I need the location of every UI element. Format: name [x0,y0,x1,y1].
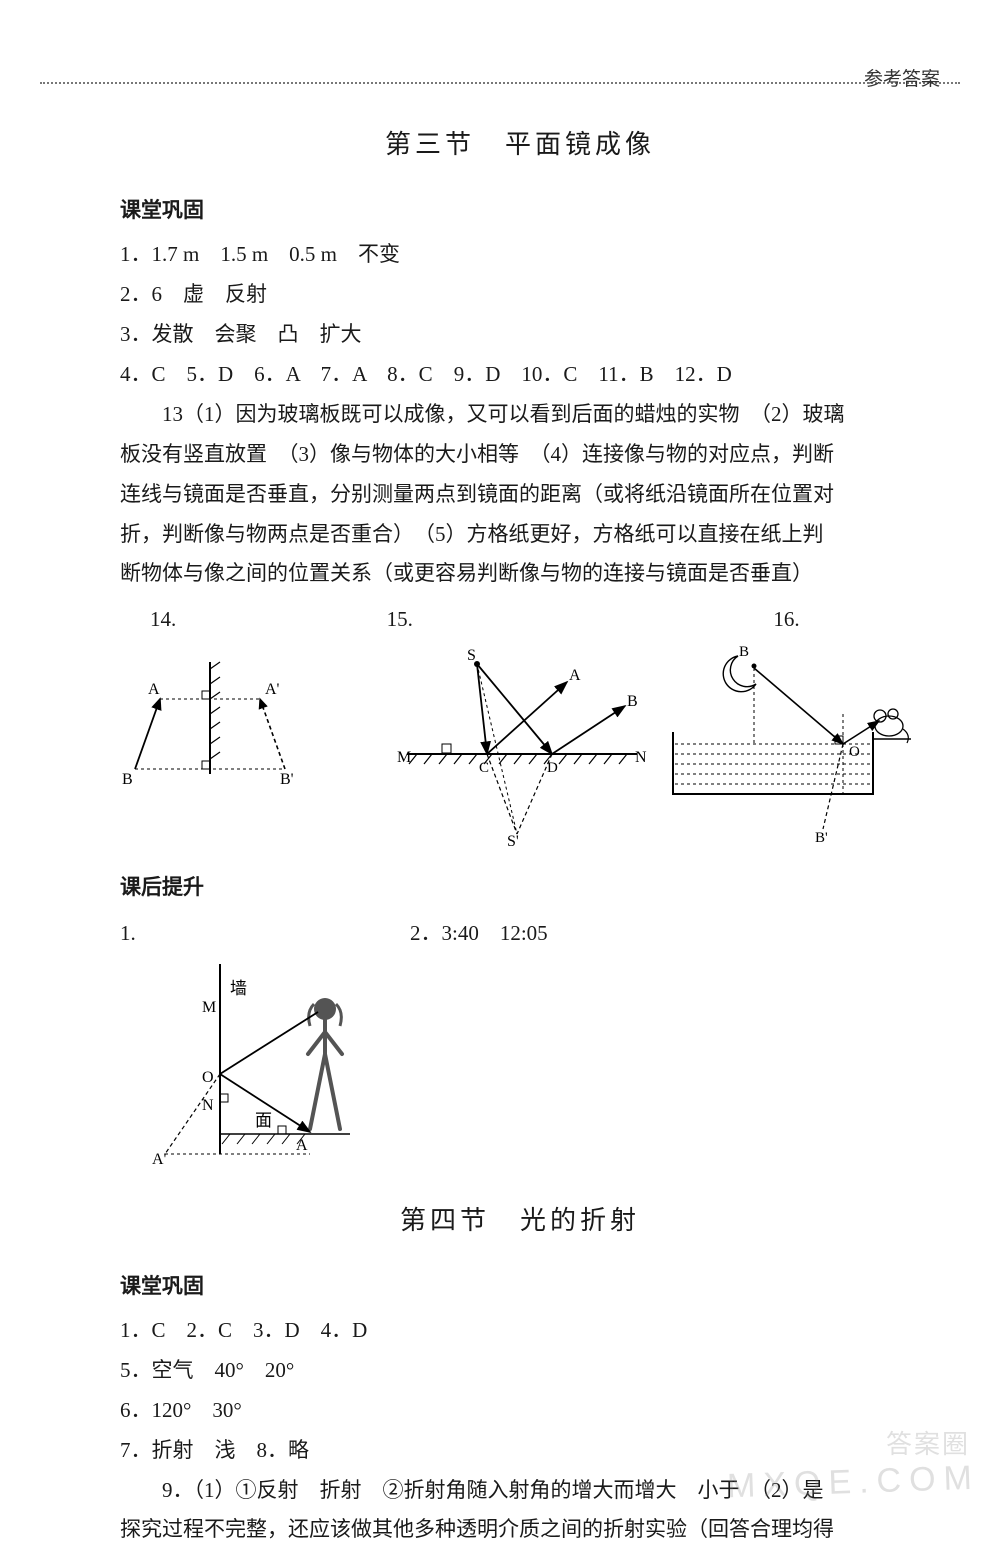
lbl-Ap1: A' [152,1151,167,1168]
section4-sub1: 课堂巩固 [120,1267,920,1307]
lbl-M1: M [202,999,216,1016]
wall-lbl: 墙 [230,979,247,998]
s3-q1: 1．1.7 m 1.5 m 0.5 m 不变 [120,235,920,275]
lbl-D: D [547,760,558,776]
s3-q3: 3．发散 会聚 凸 扩大 [120,315,920,355]
fig15-cell: 15. [387,600,654,858]
lbl-A15: A [569,667,581,684]
lbl-Sp: S' [507,833,519,850]
header-divider [40,82,960,84]
fig15-num: 15. [387,600,654,640]
after-q2: 2．3:40 12:05 [410,914,548,954]
s4-q1: 1．C 2．C 3．D 4．D [120,1311,920,1351]
header-label: 参考答案 [864,62,940,98]
lbl-N1: N [202,1097,214,1114]
section3-title: 第三节 平面镜成像 [120,120,920,169]
section3-sub1: 课堂巩固 [120,191,920,231]
lbl-A: A [148,681,160,698]
after1-svg: M O N A A' 墙 面 [150,954,370,1178]
lbl-S: S [467,647,476,664]
s3-q13c: 连线与镜面是否垂直，分别测量两点到镜面的距离（或将纸沿镜面所在位置对 [120,475,920,515]
lbl-B: B [122,771,133,788]
fig16-svg: B O B' [653,644,913,858]
s3-q13b: 板没有竖直放置 （3）像与物体的大小相等 （4）连接像与物的对应点，判断 [120,435,920,475]
s3-q13a: 13（1）因为玻璃板既可以成像，又可以看到后面的蜡烛的实物 （2）玻璃 [120,395,920,435]
lbl-O1: O [202,1069,214,1086]
s3-q13d: 折，判断像与物两点是否重合） （5）方格纸更好，方格纸可以直接在纸上判 [120,515,920,555]
page-content: 第三节 平面镜成像 课堂巩固 1．1.7 m 1.5 m 0.5 m 不变 2．… [120,120,920,1550]
s3-q13e: 断物体与像之间的位置关系（或更容易判断像与物的连接与镜面是否垂直） [120,554,920,594]
lbl-B16: B [739,644,749,660]
s4-q6: 6．120° 30° [120,1391,920,1431]
lbl-Bp: B' [280,771,294,788]
s3-q2: 2．6 虚 反射 [120,275,920,315]
lbl-B15: B [627,693,638,710]
after-q1: 1. [120,914,370,954]
fig14-svg: A A' B B' [120,644,300,808]
s3-q4: 4．C 5．D 6．A 7．A 8．C 9．D 10．C 11．B 12．D [120,355,920,395]
lbl-A1: A [296,1137,308,1154]
s4-q5: 5．空气 40° 20° [120,1351,920,1391]
lbl-M: M [397,749,411,766]
lbl-O16: O [849,744,860,760]
lbl-C: C [479,760,489,776]
fig14-num: 14. [120,600,387,640]
lbl-Bp16: B' [815,830,828,846]
ground-lbl: 面 [255,1111,272,1130]
fig15-svg: S A B M N C D S' [387,644,647,858]
after-row: 1. [120,914,920,1178]
figure-row-14-16: 14. [120,600,920,858]
lbl-N: N [635,749,647,766]
fig16-num: 16. [653,600,920,640]
section4-title: 第四节 光的折射 [120,1196,920,1245]
after-q1-block: 1. [120,914,370,1178]
lbl-Ap: A' [265,681,280,698]
fig14-cell: 14. [120,600,387,808]
fig16-cell: 16. [653,600,920,858]
watermark-1: MXQE.COM [726,1446,981,1519]
section3-sub2: 课后提升 [120,868,920,908]
